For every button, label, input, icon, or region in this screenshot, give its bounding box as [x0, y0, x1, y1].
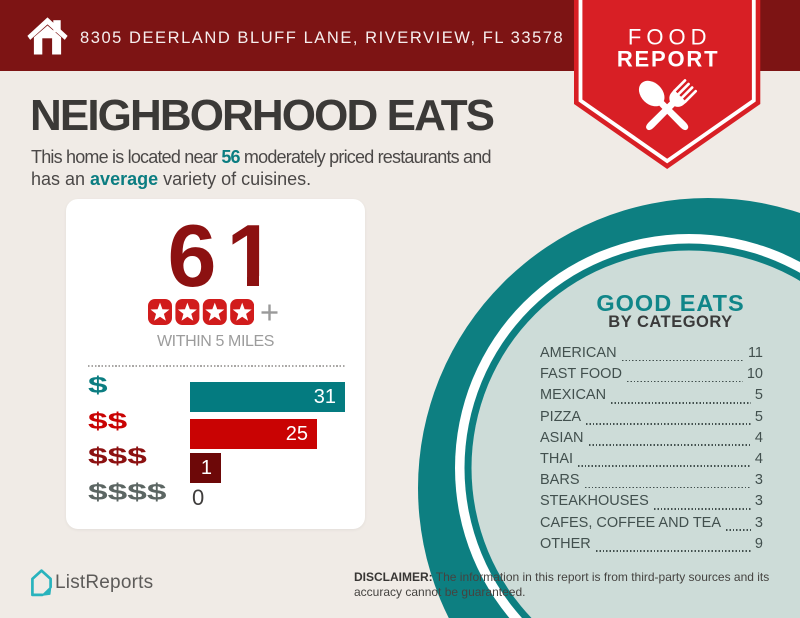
svg-text:REPORT: REPORT — [617, 47, 719, 72]
svg-text:FOOD: FOOD — [628, 25, 712, 50]
